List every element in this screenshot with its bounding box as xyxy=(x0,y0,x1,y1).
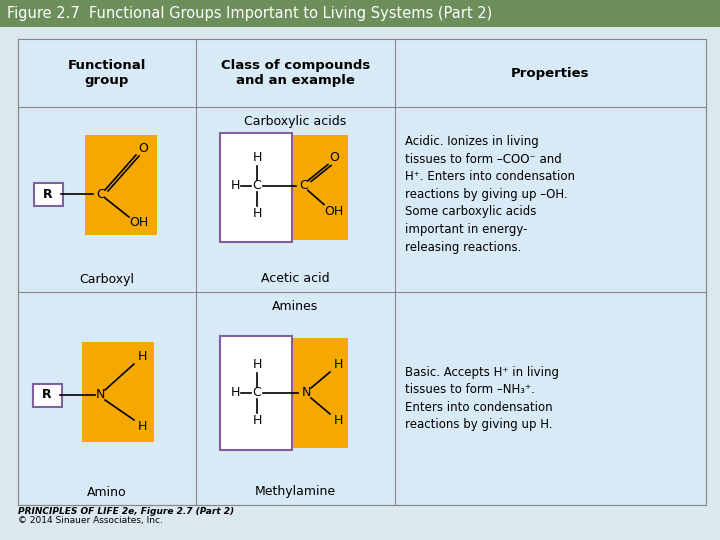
Text: C: C xyxy=(253,179,261,192)
Text: H: H xyxy=(252,151,261,164)
Text: R: R xyxy=(43,187,53,200)
Text: O: O xyxy=(329,151,339,164)
Bar xyxy=(82,342,154,442)
Text: Carboxylic acids: Carboxylic acids xyxy=(244,114,346,127)
Text: Amino: Amino xyxy=(87,485,127,498)
Bar xyxy=(0,0,720,27)
Text: Basic. Accepts H⁺ in living
tissues to form –NH₃⁺.
Enters into condensation
reac: Basic. Accepts H⁺ in living tissues to f… xyxy=(405,366,559,431)
Text: H: H xyxy=(230,179,240,192)
FancyBboxPatch shape xyxy=(32,383,61,407)
FancyBboxPatch shape xyxy=(220,336,292,450)
Text: C: C xyxy=(253,387,261,400)
Text: H: H xyxy=(138,421,147,434)
Text: Acetic acid: Acetic acid xyxy=(261,273,330,286)
Text: C: C xyxy=(300,179,308,192)
Text: Carboxyl: Carboxyl xyxy=(79,273,135,286)
Text: H: H xyxy=(333,359,343,372)
Text: R: R xyxy=(42,388,52,402)
Text: H: H xyxy=(252,207,261,220)
Bar xyxy=(288,135,348,240)
Text: H: H xyxy=(138,350,147,363)
Text: Properties: Properties xyxy=(511,66,590,79)
Text: Acidic. Ionizes in living
tissues to form –COO⁻ and
H⁺. Enters into condensation: Acidic. Ionizes in living tissues to for… xyxy=(405,136,575,253)
Text: PRINCIPLES OF LIFE 2e, Figure 2.7 (Part 2): PRINCIPLES OF LIFE 2e, Figure 2.7 (Part … xyxy=(18,508,234,516)
Text: H: H xyxy=(333,415,343,428)
Text: O: O xyxy=(138,143,148,156)
Text: H: H xyxy=(252,359,261,372)
Text: Figure 2.7  Functional Groups Important to Living Systems (Part 2): Figure 2.7 Functional Groups Important t… xyxy=(7,6,492,21)
Text: Functional
group: Functional group xyxy=(68,59,146,87)
Text: N: N xyxy=(301,387,311,400)
Text: Amines: Amines xyxy=(272,300,319,313)
Bar xyxy=(18,39,706,505)
Text: © 2014 Sinauer Associates, Inc.: © 2014 Sinauer Associates, Inc. xyxy=(18,516,163,524)
Text: C: C xyxy=(96,187,105,200)
FancyBboxPatch shape xyxy=(220,133,292,242)
FancyBboxPatch shape xyxy=(34,183,63,206)
Text: Class of compounds
and an example: Class of compounds and an example xyxy=(221,59,370,87)
Text: H: H xyxy=(252,415,261,428)
Text: Methylamine: Methylamine xyxy=(255,485,336,498)
Text: OH: OH xyxy=(130,217,148,230)
Bar xyxy=(85,135,157,235)
Bar xyxy=(288,338,348,448)
Bar xyxy=(18,39,706,107)
Text: H: H xyxy=(230,387,240,400)
Text: OH: OH xyxy=(325,205,343,218)
Text: N: N xyxy=(95,388,104,402)
